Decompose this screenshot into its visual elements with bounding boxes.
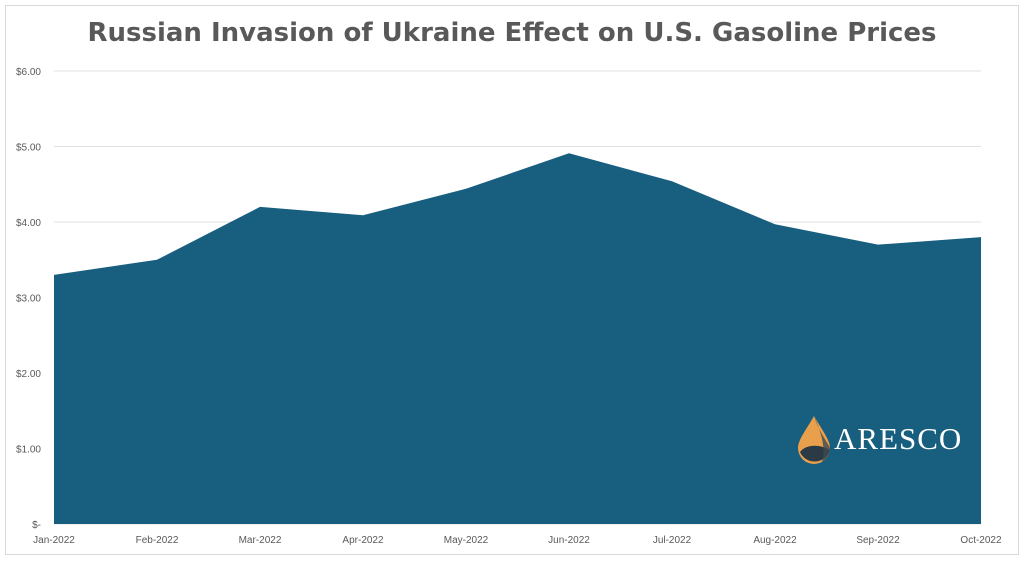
- y-tick-label: $1.00: [16, 445, 41, 456]
- x-tick-label: Oct-2022: [960, 535, 1002, 546]
- chart-title: Russian Invasion of Ukraine Effect on U.…: [87, 18, 937, 48]
- logo-text: ARESCO: [834, 421, 963, 456]
- y-tick-label: $5.00: [16, 143, 41, 154]
- y-tick-label: $6.00: [16, 67, 41, 78]
- y-tick-label: $3.00: [16, 294, 41, 305]
- x-tick-label: Apr-2022: [342, 535, 384, 546]
- y-tick-label: $2.00: [16, 369, 41, 380]
- x-tick-label: Jul-2022: [653, 535, 692, 546]
- area-series: [54, 153, 981, 525]
- x-tick-label: Mar-2022: [239, 535, 282, 546]
- oil-drop-icon: [798, 416, 831, 464]
- chart-frame: [5, 5, 1019, 555]
- x-tick-label: Jan-2022: [33, 535, 75, 546]
- x-tick-label: Jun-2022: [548, 535, 590, 546]
- y-tick-label: $-: [32, 520, 41, 531]
- x-tick-label: Aug-2022: [753, 535, 797, 546]
- y-tick-label: $4.00: [16, 218, 41, 229]
- x-tick-label: Sep-2022: [856, 535, 900, 546]
- aresco-logo: ARESCO: [796, 414, 962, 464]
- x-tick-label: May-2022: [444, 535, 489, 546]
- x-tick-label: Feb-2022: [136, 535, 179, 546]
